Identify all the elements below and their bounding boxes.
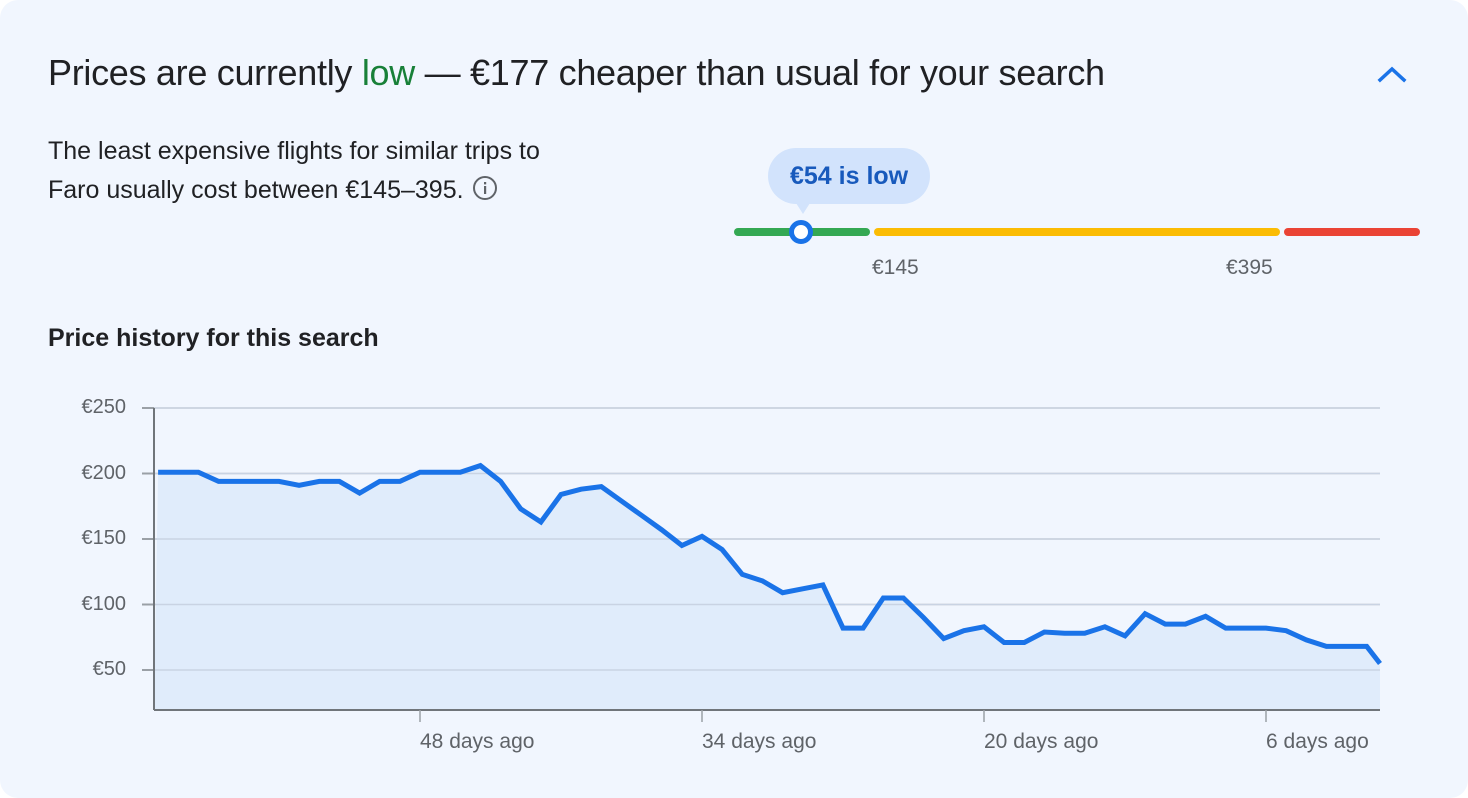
chevron-up-icon	[1377, 66, 1407, 83]
y-tick-label: €100	[81, 592, 127, 615]
collapse-button[interactable]	[1368, 54, 1416, 94]
price-history-plot[interactable]	[0, 380, 1468, 780]
price-status-low: low	[361, 52, 415, 93]
price-history-title: Price history for this search	[48, 324, 379, 352]
high-threshold-label: €395	[1226, 256, 1273, 279]
price-range-description: The least expensive flights for similar …	[48, 132, 548, 213]
headline-suffix: — €177 cheaper than usual for your searc…	[414, 52, 1105, 93]
price-level-gauge: €54 is low €145 €395	[734, 148, 1422, 288]
y-tick-label: €250	[81, 396, 127, 418]
description-text: The least expensive flights for similar …	[48, 137, 540, 204]
typical-price-segment	[874, 228, 1280, 236]
x-tick-label: 20 days ago	[984, 730, 1099, 753]
info-icon[interactable]	[472, 174, 498, 213]
x-tick-label: 48 days ago	[420, 730, 535, 753]
x-tick-label: 34 days ago	[702, 730, 817, 753]
price-status-headline: Prices are currently low — €177 cheaper …	[48, 50, 1105, 96]
y-tick-label: €50	[92, 658, 126, 680]
low-threshold-label: €145	[872, 256, 919, 279]
high-price-segment	[1284, 228, 1420, 236]
current-price-marker	[789, 220, 813, 244]
current-price-tooltip: €54 is low	[768, 148, 931, 214]
price-area-fill	[154, 465, 1380, 710]
price-line	[158, 462, 1382, 666]
x-tick-label: 6 days ago	[1266, 730, 1369, 753]
y-tick-label: €150	[81, 527, 127, 549]
y-tick-label: €200	[81, 461, 127, 484]
price-history-chart: €50 €100 €150 €200 €250 48 days ago 34 days a…	[0, 380, 1468, 780]
headline-prefix: Prices are currently	[48, 52, 362, 93]
